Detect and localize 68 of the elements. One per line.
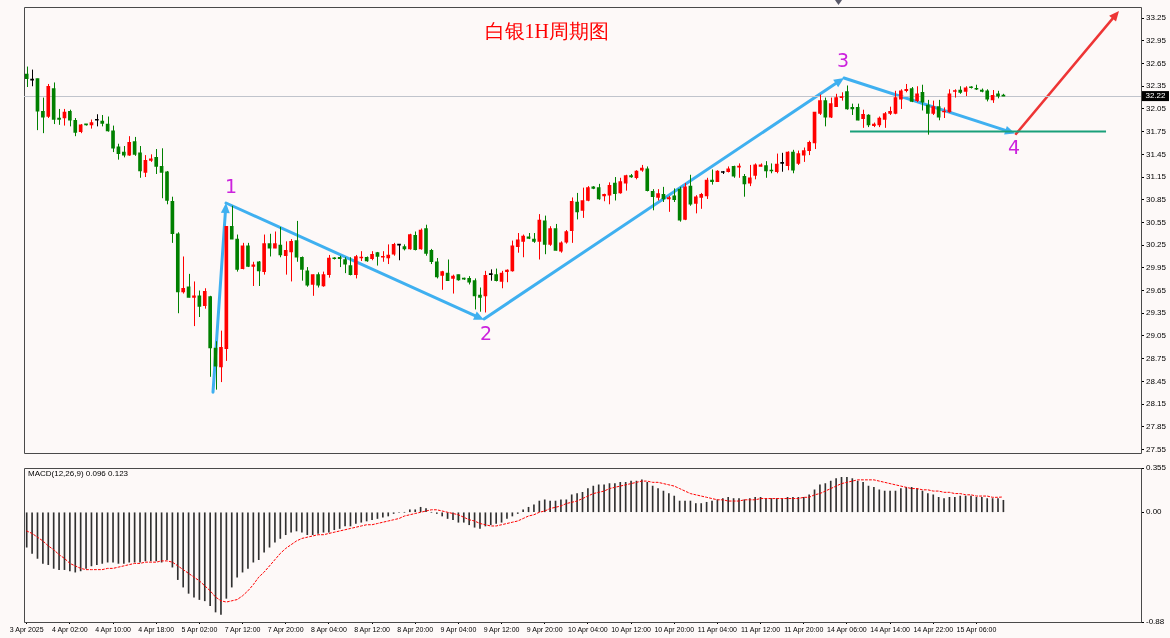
y-tick-label: 27.55 bbox=[1146, 444, 1167, 454]
y-tick-label: 30.25 bbox=[1146, 240, 1167, 250]
annotation: 4 bbox=[1007, 135, 1021, 158]
line-series bbox=[26, 479, 1004, 603]
y-tick-label: 29.35 bbox=[1146, 308, 1167, 318]
candlestick bbox=[246, 242, 250, 268]
candlestick bbox=[861, 109, 865, 129]
y-tick-label: 33.25 bbox=[1146, 13, 1167, 23]
y-tick-label: 0.00 bbox=[1146, 507, 1163, 517]
candlestick bbox=[181, 255, 186, 295]
candlestick bbox=[434, 257, 439, 279]
ref-line-label: 32.22 bbox=[1145, 91, 1167, 101]
candlestick bbox=[737, 162, 741, 179]
y-tick-label: 29.65 bbox=[1146, 285, 1167, 295]
candlestick bbox=[791, 149, 795, 174]
y-tick-label: 32.95 bbox=[1146, 36, 1167, 46]
candlestick bbox=[192, 280, 196, 327]
candlestick bbox=[24, 66, 29, 88]
chart-title: MACD(12,26,9) 0.096 0.123 bbox=[28, 469, 129, 479]
candlestick bbox=[256, 260, 261, 287]
candlestick bbox=[219, 330, 223, 383]
candlestick bbox=[613, 176, 617, 201]
y-tick-label: 28.15 bbox=[1146, 399, 1167, 409]
candlestick bbox=[774, 153, 779, 174]
candlestick bbox=[710, 168, 714, 186]
candlestick bbox=[251, 261, 256, 287]
candlestick bbox=[138, 145, 142, 179]
candlestick bbox=[478, 287, 482, 313]
candlestick bbox=[327, 254, 331, 279]
y-tick-label: 29.05 bbox=[1146, 331, 1167, 341]
y-tick-label: -0.88 bbox=[1146, 617, 1165, 627]
y-tick-label: 32.65 bbox=[1146, 58, 1167, 68]
text: 白银1H周期图 bbox=[484, 20, 609, 43]
candlestick bbox=[111, 125, 115, 153]
candlestick bbox=[548, 225, 552, 247]
candlestick bbox=[278, 226, 283, 258]
candlestick bbox=[645, 165, 650, 192]
candlestick bbox=[747, 164, 752, 187]
candlestick bbox=[229, 205, 234, 240]
candlestick bbox=[818, 94, 822, 116]
y-tick-label: 32.05 bbox=[1146, 104, 1167, 114]
candlestick bbox=[154, 148, 159, 175]
y-tick-label: 30.55 bbox=[1146, 217, 1167, 227]
annotation: 1 bbox=[224, 174, 238, 197]
candlestick bbox=[310, 274, 315, 297]
y-tick-label: 31.75 bbox=[1146, 126, 1167, 136]
candlestick bbox=[575, 192, 579, 220]
y-tick-label: 28.45 bbox=[1146, 376, 1167, 386]
candlestick bbox=[305, 266, 310, 288]
candlestick bbox=[780, 152, 784, 173]
y-tick-label: 27.85 bbox=[1146, 421, 1167, 431]
candlestick bbox=[41, 97, 45, 134]
candlestick bbox=[451, 274, 455, 295]
candlestick bbox=[926, 99, 930, 136]
y-tick-label: 31.15 bbox=[1146, 172, 1167, 182]
y-tick-label: 0.355 bbox=[1146, 463, 1167, 473]
y-tick-label: 31.45 bbox=[1146, 149, 1167, 159]
y-tick-label: 30.85 bbox=[1146, 194, 1167, 204]
y-tick-label: 32.35 bbox=[1146, 81, 1167, 91]
candlestick bbox=[202, 287, 207, 310]
annotation: 3 bbox=[836, 49, 850, 72]
candlestick bbox=[300, 255, 304, 282]
candlestick bbox=[127, 135, 132, 157]
annotation: 2 bbox=[479, 322, 493, 345]
candlestick bbox=[488, 268, 493, 282]
y-tick-label: 29.95 bbox=[1146, 263, 1167, 273]
candlestick bbox=[823, 97, 828, 127]
y-tick-label: 28.75 bbox=[1146, 353, 1167, 363]
